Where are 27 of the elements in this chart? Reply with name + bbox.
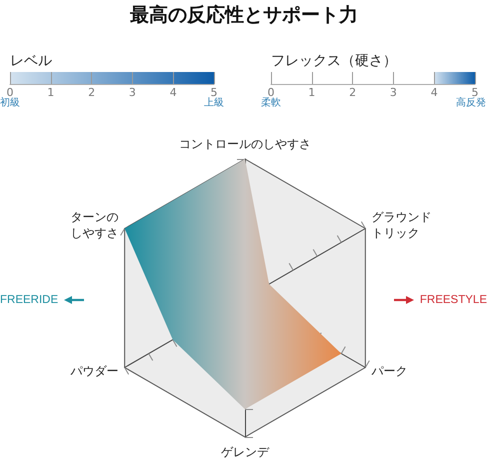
x-tick-label: 3 bbox=[128, 86, 136, 99]
spoke-label: コントロールのしやすさ bbox=[179, 137, 311, 151]
annotation: 上級 bbox=[204, 96, 224, 108]
text: FREESTYLE bbox=[420, 293, 487, 307]
annotation: 高反発 bbox=[456, 96, 486, 108]
y-tick-label: フレックス（硬さ） bbox=[271, 53, 397, 69]
spoke-label: ゲレンデ bbox=[221, 445, 270, 458]
x-tick-label: 4 bbox=[430, 86, 438, 99]
x-tick-label: 2 bbox=[349, 86, 356, 99]
spoke-label: パウダー bbox=[70, 364, 119, 378]
x-tick-label: 5 bbox=[210, 86, 218, 99]
x-tick-label: 3 bbox=[390, 86, 397, 99]
x-tick-label: 5 bbox=[472, 86, 478, 99]
spoke-label: グラウンドトリック bbox=[371, 210, 432, 240]
y-tick-label: レベル bbox=[10, 53, 52, 69]
spoke-label: ターンのしやすさ bbox=[70, 210, 119, 240]
text: FREERIDE bbox=[0, 293, 58, 307]
chart-title: 最高の反応性とサポート力 bbox=[129, 3, 359, 28]
x-tick-label: 0 bbox=[6, 86, 14, 99]
x-tick-label: 1 bbox=[308, 86, 316, 99]
spoke-label: パーク bbox=[370, 364, 408, 378]
annotation: 柔軟 bbox=[261, 96, 281, 108]
x-tick-label: 1 bbox=[47, 86, 54, 99]
x-tick-label: 4 bbox=[170, 86, 177, 99]
x-tick-label: 0 bbox=[268, 86, 274, 99]
annotation: 初級 bbox=[0, 96, 20, 108]
x-tick-label: 2 bbox=[88, 86, 96, 99]
